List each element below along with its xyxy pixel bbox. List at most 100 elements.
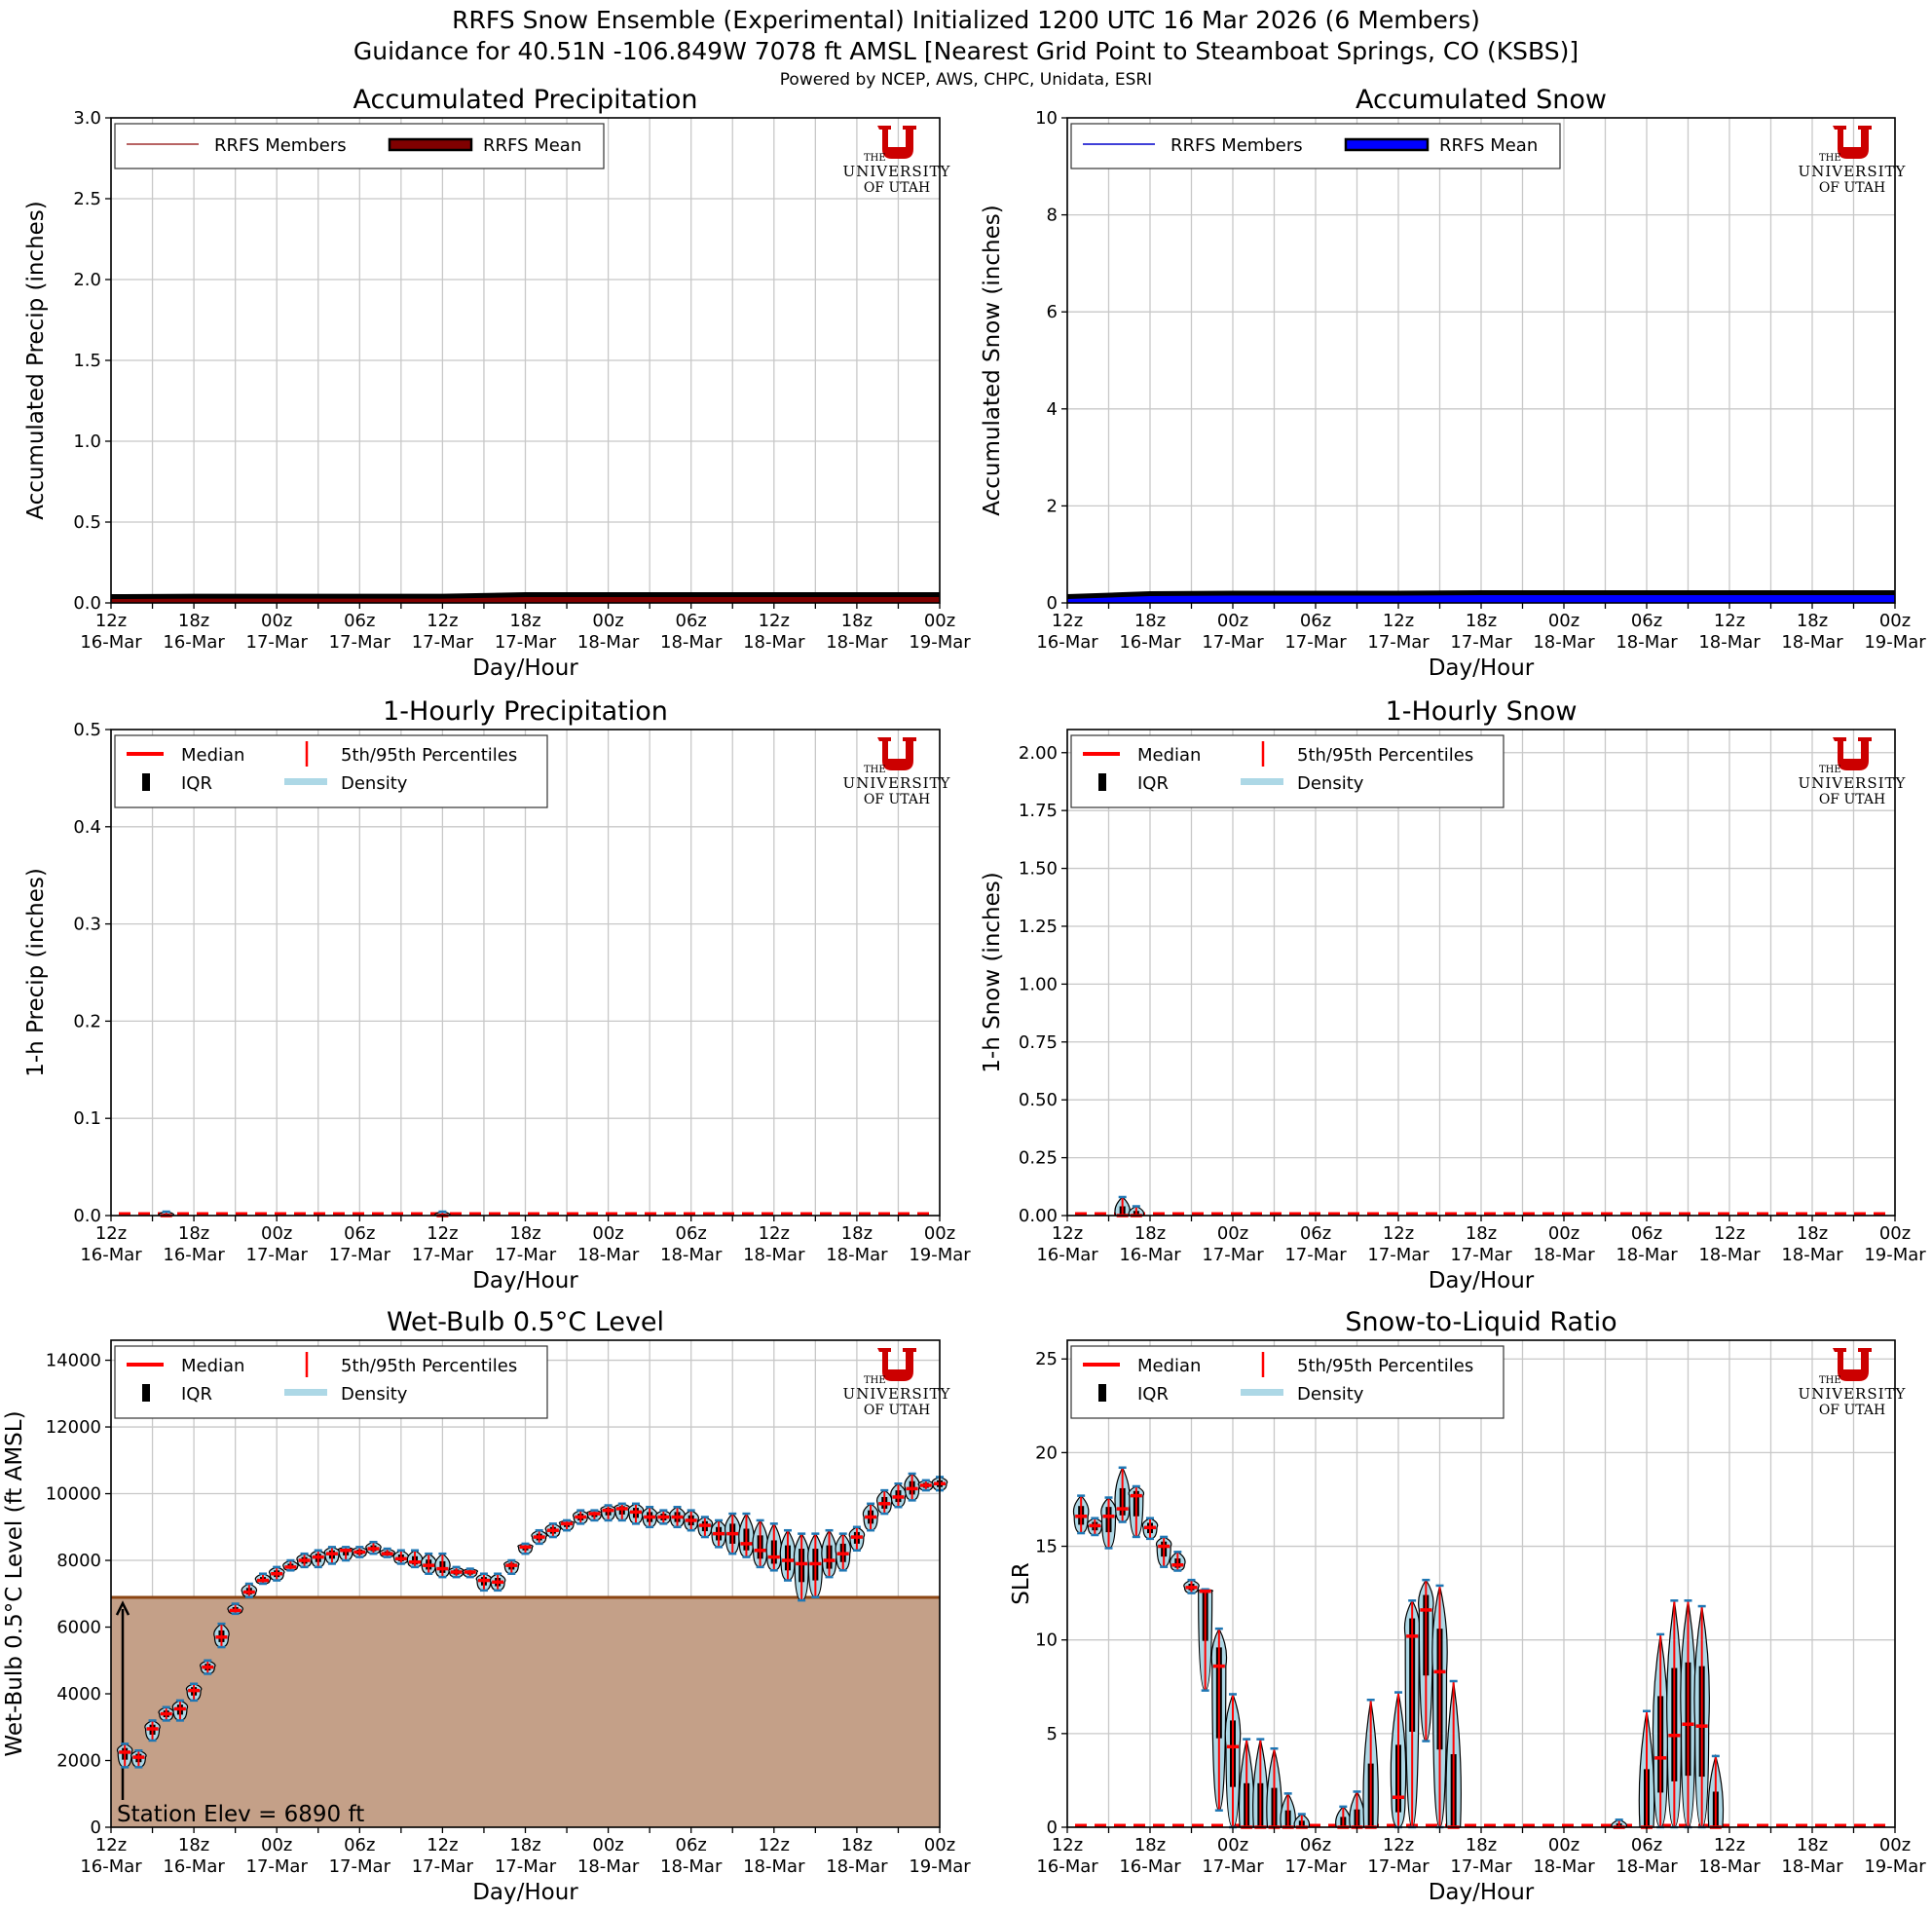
y-tick-label: 2.0 (73, 270, 101, 290)
legend-label: Density (1297, 1384, 1364, 1405)
x-tick-hour: 12z (427, 1835, 458, 1855)
x-tick-day: 17-Mar (1284, 1856, 1347, 1877)
slr-chart: Snow-to-Liquid Ratio051015202512z16-Mar1… (1009, 1307, 1926, 1905)
x-axis-label: Day/Hour (472, 1880, 578, 1905)
logo-the: THE (864, 1375, 886, 1386)
violin (1155, 1535, 1172, 1568)
y-tick-label: 0.50 (1019, 1090, 1058, 1110)
y-axis-label: 1-h Precip (inches) (23, 868, 49, 1077)
x-tick-day: 16-Mar (80, 1856, 142, 1877)
y-tick-label: 0.25 (1019, 1148, 1058, 1169)
violin (158, 1705, 175, 1722)
violin (586, 1509, 603, 1522)
x-tick-day: 17-Mar (495, 1856, 557, 1877)
x-axis-label: Day/Hour (1429, 656, 1535, 681)
x-tick-day: 17-Mar (495, 632, 557, 653)
u-logo-icon (1833, 737, 1872, 770)
x-tick-day: 17-Mar (1450, 632, 1512, 653)
x-tick-hour: 12z (427, 611, 458, 631)
violin (1197, 1588, 1213, 1692)
x-tick-hour: 12z (759, 611, 790, 631)
x-tick-day: 17-Mar (246, 1245, 309, 1265)
x-tick-day: 17-Mar (1450, 1856, 1512, 1877)
y-tick-label: 14000 (46, 1351, 101, 1371)
violin (337, 1546, 354, 1562)
violin (475, 1572, 493, 1592)
violin (1611, 1818, 1627, 1829)
logo-of-utah: OF UTAH (864, 1403, 930, 1418)
x-tick-hour: 12z (1714, 611, 1745, 631)
violin (600, 1504, 616, 1522)
legend: RRFS Members RRFS Mean (114, 123, 605, 169)
violin (1335, 1805, 1352, 1829)
arrow-head-icon (115, 1600, 130, 1616)
logo-university: UNIVERSITY (1799, 1385, 1907, 1403)
x-tick-hour: 18z (509, 611, 540, 631)
x-tick-day: 18-Mar (743, 1245, 805, 1265)
x-tick-day: 16-Mar (80, 1245, 142, 1265)
violin (835, 1532, 852, 1572)
chart-title: Wet-Bulb 0.5°C Level (387, 1307, 664, 1337)
violin (1445, 1679, 1462, 1829)
x-tick-day: 18-Mar (743, 1856, 805, 1877)
x-tick-hour: 18z (1466, 1223, 1497, 1244)
y-tick-label: 0.00 (1019, 1206, 1058, 1226)
x-tick-hour: 00z (924, 1835, 955, 1855)
violin (200, 1659, 216, 1675)
violin (503, 1558, 520, 1575)
legend-label: 5th/95th Percentiles (341, 1356, 517, 1376)
x-tick-day: 19-Mar (1864, 632, 1926, 653)
y-tick-label: 1.0 (73, 431, 101, 452)
y-tick-label: 10 (1035, 1630, 1058, 1651)
x-tick-day: 18-Mar (826, 1856, 888, 1877)
x-tick-hour: 00z (1217, 1223, 1248, 1244)
x-tick-day: 16-Mar (163, 632, 225, 653)
hourly_snow-chart: 1-Hourly Snow 0.00 0.25 0.50 0.75 1.00 1.25 1.5… (980, 696, 1926, 1293)
x-tick-day: 17-Mar (1202, 1856, 1264, 1877)
logo-the: THE (1819, 153, 1841, 164)
legend-label: 5th/95th Percentiles (1297, 1356, 1473, 1376)
violin (1141, 1517, 1159, 1541)
x-tick-day: 18-Mar (743, 632, 805, 653)
x-tick-day: 18-Mar (1698, 632, 1761, 653)
x-tick-hour: 18z (1797, 1835, 1828, 1855)
legend-label: IQR (181, 1384, 212, 1405)
y-tick-label: 0.1 (73, 1108, 101, 1129)
x-tick-hour: 06z (344, 1223, 375, 1244)
x-axis-label: Day/Hour (1429, 1268, 1535, 1293)
x-tick-hour: 00z (592, 611, 623, 631)
iqr-legend-swatch (142, 773, 150, 791)
y-tick-label: 25 (1035, 1349, 1058, 1369)
violin (627, 1502, 645, 1525)
legend: Median 5th/95th Percentiles IQR Density (1070, 734, 1505, 808)
x-tick-hour: 00z (1548, 611, 1579, 631)
violin (392, 1549, 410, 1565)
violin (420, 1552, 437, 1575)
legend-label: RRFS Members (214, 135, 347, 156)
violin (116, 1742, 133, 1769)
legend: Median 5th/95th Percentiles IQR Density (114, 734, 548, 808)
violin (241, 1582, 258, 1598)
chart-title: Snow-to-Liquid Ratio (1345, 1307, 1616, 1337)
y-tick-label: 6 (1047, 302, 1058, 322)
legend-label: 5th/95th Percentiles (341, 745, 517, 766)
violin (765, 1522, 783, 1572)
x-tick-day: 16-Mar (1036, 1856, 1098, 1877)
iqr-legend-swatch (142, 1384, 150, 1402)
x-axis-label: Day/Hour (472, 1268, 578, 1293)
y-tick-label: 0.0 (73, 593, 101, 614)
x-tick-day: 18-Mar (1533, 1856, 1595, 1877)
y-tick-label: 1.00 (1019, 974, 1058, 994)
x-axis-label: Day/Hour (1429, 1880, 1535, 1905)
y-tick-label: 10 (1035, 108, 1058, 129)
violin (1293, 1813, 1311, 1829)
violin (1114, 1195, 1131, 1218)
x-tick-day: 17-Mar (495, 1245, 557, 1265)
x-tick-hour: 06z (676, 1835, 707, 1855)
legend-label: Density (341, 773, 408, 794)
violin (821, 1528, 837, 1579)
x-tick-day: 17-Mar (1367, 632, 1430, 653)
x-tick-hour: 18z (178, 1223, 209, 1244)
x-tick-hour: 12z (1714, 1223, 1745, 1244)
accum_snow-chart: Accumulated Snow024681012z16-Mar18z16-Ma… (980, 85, 1926, 681)
